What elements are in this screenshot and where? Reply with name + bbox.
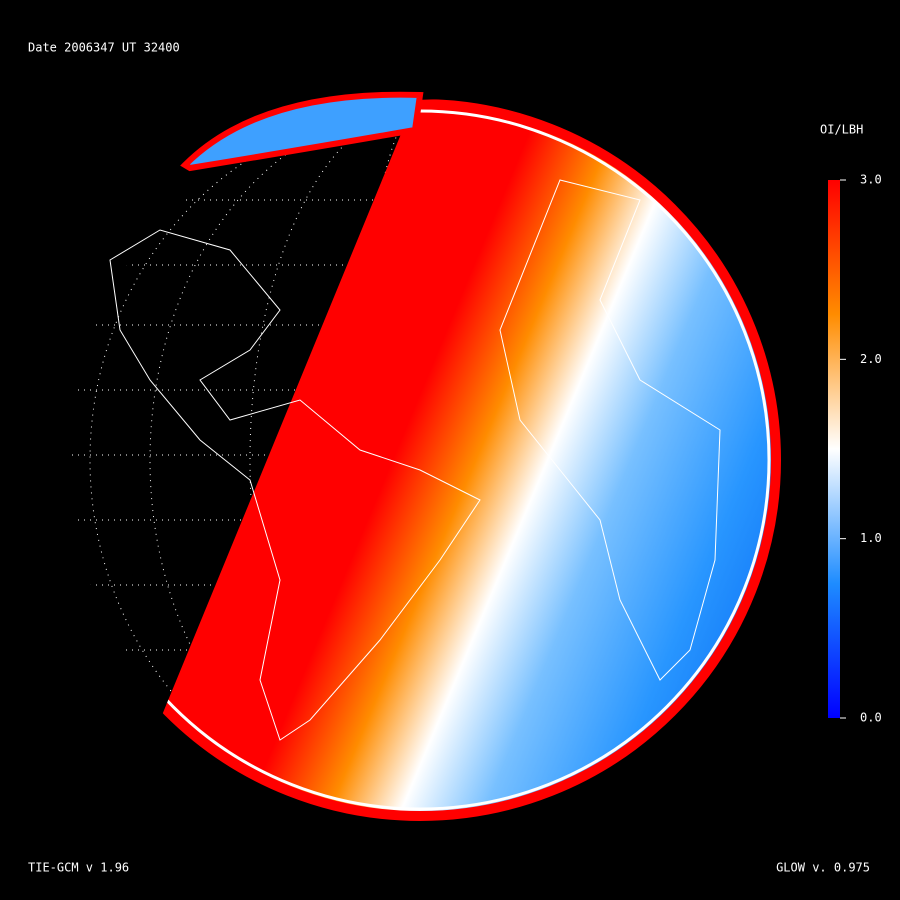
tick-label: 0.0 [860,711,882,725]
tick-label: 1.0 [860,531,882,545]
colorbar-label: OI/LBH [820,123,863,137]
tick-label: 2.0 [860,352,882,366]
footer-right: GLOW v. 0.975 [776,861,870,875]
colorbar-ticks: 0.0 1.0 2.0 3.0 [840,173,882,725]
coastline [109,229,481,741]
globe [68,91,781,821]
polar-cap [180,91,424,172]
dayside [100,99,781,821]
coastline [499,179,721,681]
colorbar [828,180,840,718]
footer-left: TIE-GCM v 1.96 [28,861,129,875]
tick-label: 3.0 [860,173,882,187]
title: Date 2006347 UT 32400 [28,41,180,55]
